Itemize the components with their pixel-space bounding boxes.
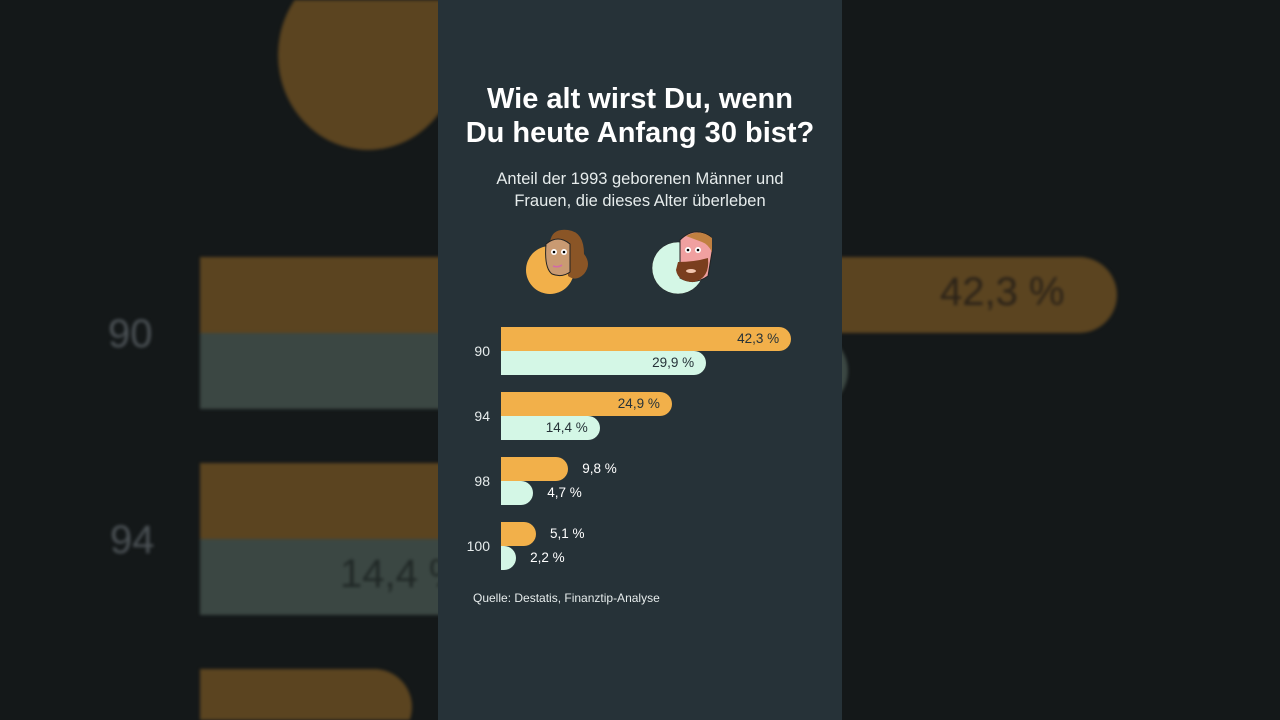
chart-subtitle: Anteil der 1993 geborenen Männer und Fra… xyxy=(438,168,842,212)
value-label: 5,1 % xyxy=(549,526,585,541)
man-face-icon xyxy=(651,231,713,295)
bg-woman-face-icon xyxy=(278,0,458,150)
value-label: 2,2 % xyxy=(530,550,565,565)
category-label: 90 xyxy=(474,343,490,359)
bar-women xyxy=(501,522,536,546)
bg-category-label: 90 xyxy=(108,312,153,356)
woman-face-icon xyxy=(526,229,588,294)
bg-value-label: 42,3 % xyxy=(940,270,1065,314)
title-line: Du heute Anfang 30 bist? xyxy=(465,117,815,149)
source-note: Quelle: Destatis, Finanztip-Analyse xyxy=(473,591,660,605)
bar-women xyxy=(501,327,792,351)
bg-bar xyxy=(200,669,412,720)
chart-panel: Wie alt wirst Du, wenn Du heute Anfang 3… xyxy=(438,0,842,720)
category-label: 98 xyxy=(474,473,490,489)
bg-category-label: 94 xyxy=(110,518,155,562)
chart-title: Wie alt wirst Du, wenn Du heute Anfang 3… xyxy=(438,82,842,150)
subtitle-line: Anteil der 1993 geborenen Männer und xyxy=(496,170,784,188)
bar-women xyxy=(501,457,569,481)
title-line: Wie alt wirst Du, wenn xyxy=(487,83,793,115)
value-label: 14,4 % xyxy=(545,420,588,435)
value-label: 42,3 % xyxy=(737,331,780,346)
value-label: 4,7 % xyxy=(547,485,582,500)
subtitle-line: Frauen, die dieses Alter überleben xyxy=(514,192,766,210)
value-label: 9,8 % xyxy=(582,461,617,476)
value-label: 24,9 % xyxy=(617,396,660,411)
category-label: 94 xyxy=(474,408,490,424)
bar-women xyxy=(501,392,672,416)
bar-men xyxy=(501,481,534,505)
bar-men xyxy=(501,351,707,375)
bar-men xyxy=(501,416,600,440)
value-label: 29,9 % xyxy=(652,355,695,370)
category-label: 100 xyxy=(466,538,490,554)
bar-men xyxy=(501,546,517,570)
